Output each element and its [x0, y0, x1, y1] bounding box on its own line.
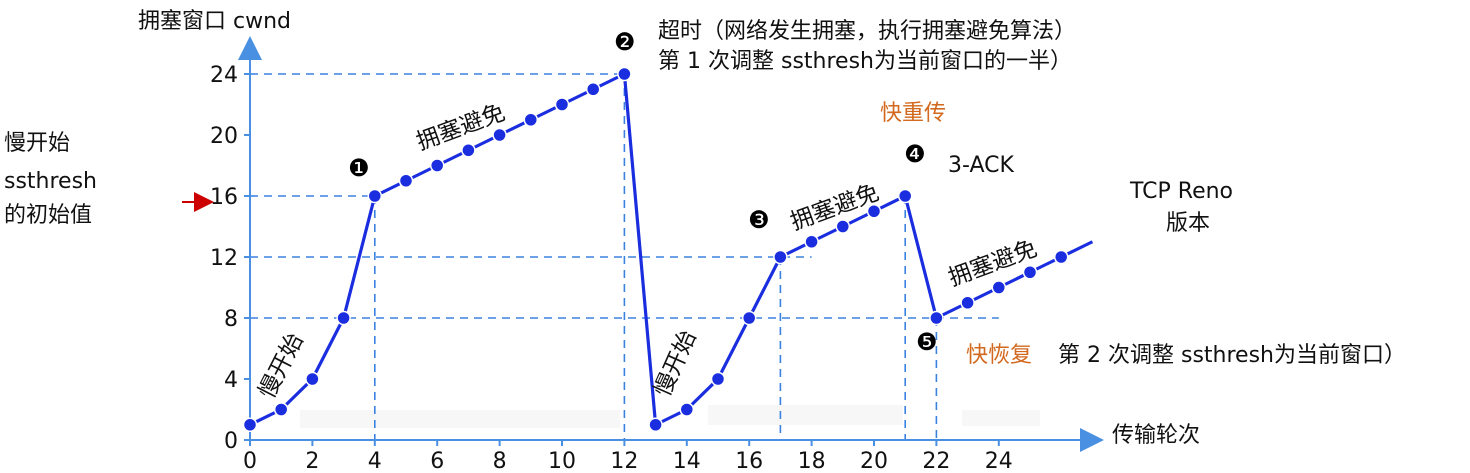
- x-tick-label: 12: [610, 449, 638, 473]
- cwnd-series: [242, 66, 1094, 432]
- data-point: [492, 127, 507, 143]
- data-point: [367, 188, 383, 204]
- x-tick-label: 24: [985, 449, 1013, 473]
- y-axis-title: 拥塞窗口 cwnd: [138, 9, 291, 34]
- phase-avoid-2: 拥塞避免: [787, 180, 882, 236]
- phase-avoid-3: 拥塞避免: [945, 236, 1040, 292]
- data-point: [273, 402, 289, 417]
- y-tick-label: 0: [224, 429, 238, 454]
- phase-slow-start-2: 慢开始: [650, 327, 702, 401]
- x-tick-label: 16: [735, 449, 763, 473]
- data-point: [866, 204, 882, 219]
- data-point: [585, 82, 601, 97]
- data-point: [305, 371, 320, 387]
- phase-avoid-1: 拥塞避免: [413, 100, 508, 156]
- white-strip: [708, 405, 903, 425]
- data-point: [429, 158, 445, 173]
- data-point: [773, 249, 788, 265]
- axes: [238, 36, 1104, 452]
- timeout-text-line1: 超时（网络发生拥塞，执行拥塞避免算法）: [658, 19, 1076, 44]
- cwnd-line: [249, 72, 1062, 427]
- data-point: [741, 310, 757, 326]
- data-point: [242, 417, 258, 432]
- data-point: [336, 310, 351, 326]
- y-tick-label: 8: [224, 307, 238, 332]
- data-point: [398, 173, 414, 188]
- marker-5: ❺: [916, 328, 938, 356]
- timeout-text-line2: 第 1 次调整 ssthresh为当前窗口的一半）: [658, 49, 1072, 74]
- y-tick-label: 12: [210, 246, 238, 271]
- y-tick-label: 24: [210, 63, 238, 88]
- white-strip: [300, 410, 620, 428]
- slow-start-left-line3: 的初始值: [4, 203, 92, 228]
- data-point: [554, 97, 570, 112]
- data-point: [617, 66, 632, 82]
- data-point: [1053, 249, 1069, 265]
- white-strip: [962, 410, 1040, 426]
- y-tick-label: 4: [224, 368, 238, 393]
- data-point: [1022, 265, 1038, 280]
- fast-recovery-label: 快恢复: [966, 343, 1032, 368]
- data-point: [991, 280, 1007, 295]
- data-point: [835, 219, 851, 234]
- marker-2: ❷: [614, 28, 636, 56]
- x-tick-label: 2: [305, 449, 319, 473]
- slow-start-left-line1: 慢开始: [4, 131, 70, 156]
- x-tick-label: 8: [493, 449, 507, 473]
- x-tick-label: 10: [548, 449, 576, 473]
- x-tick-label: 14: [673, 449, 701, 473]
- marker-4: ❹: [904, 140, 926, 168]
- x-tick-label: 18: [798, 449, 826, 473]
- y-tick-label: 20: [210, 124, 238, 149]
- y-tick-label: 16: [210, 185, 238, 210]
- data-point: [960, 295, 975, 310]
- x-axis-title: 传输轮次: [1112, 423, 1200, 448]
- tcp-reno-line2: 版本: [1166, 211, 1210, 236]
- x-tick-label: 6: [430, 449, 444, 473]
- data-point: [523, 112, 539, 127]
- three-ack-label: 3-ACK: [948, 153, 1014, 178]
- x-tick-label: 4: [368, 449, 382, 473]
- slow-start-left-line2: ssthresh: [4, 169, 97, 194]
- second-adjust-text: 第 2 次调整 ssthresh为当前窗口）: [1058, 343, 1406, 368]
- marker-3: ❸: [748, 206, 770, 234]
- data-point: [679, 402, 695, 417]
- white-strip: [262, 64, 286, 424]
- grid-lines: [250, 73, 999, 440]
- data-point: [710, 371, 726, 387]
- x-tick-label: 20: [860, 449, 888, 473]
- fast-retransmit-label: 快重传: [880, 101, 946, 126]
- data-point: [648, 417, 663, 432]
- marker-1: ❶: [348, 154, 370, 182]
- tcp-reno-line1: TCP Reno: [1129, 179, 1233, 204]
- x-tick-label: 0: [243, 449, 257, 473]
- data-point: [897, 188, 913, 204]
- data-point: [461, 143, 476, 158]
- x-tick-label: 22: [922, 449, 950, 473]
- data-point: [929, 310, 944, 326]
- data-point: [804, 234, 819, 249]
